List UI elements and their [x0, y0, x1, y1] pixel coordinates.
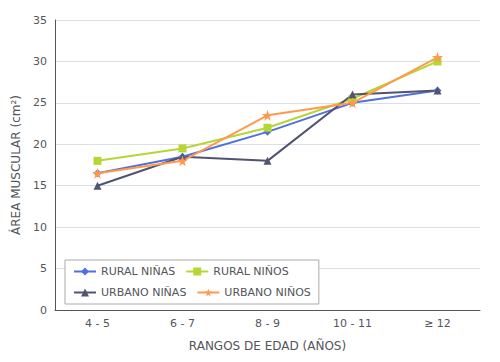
svg-text:35: 35: [33, 14, 47, 27]
svg-text:≥ 12: ≥ 12: [424, 317, 451, 330]
svg-text:RURAL NIÑAS: RURAL NIÑAS: [101, 265, 175, 278]
svg-text:4 - 5: 4 - 5: [85, 317, 110, 330]
svg-text:URBANO NIÑAS: URBANO NIÑAS: [101, 286, 186, 299]
svg-text:30: 30: [33, 55, 47, 68]
svg-text:0: 0: [40, 304, 47, 317]
svg-text:20: 20: [33, 138, 47, 151]
svg-text:5: 5: [40, 262, 47, 275]
svg-text:10 - 11: 10 - 11: [333, 317, 372, 330]
svg-text:ÁREA MUSCULAR (cm²): ÁREA MUSCULAR (cm²): [8, 95, 23, 235]
svg-text:6 - 7: 6 - 7: [170, 317, 195, 330]
svg-text:10: 10: [33, 221, 47, 234]
svg-text:RURAL NIÑOS: RURAL NIÑOS: [213, 265, 288, 278]
svg-text:8 - 9: 8 - 9: [255, 317, 280, 330]
svg-text:URBANO NIÑOS: URBANO NIÑOS: [224, 286, 311, 299]
svg-text:25: 25: [33, 96, 47, 109]
svg-text:15: 15: [33, 179, 47, 192]
svg-text:RANGOS DE EDAD (AÑOS): RANGOS DE EDAD (AÑOS): [189, 338, 346, 353]
